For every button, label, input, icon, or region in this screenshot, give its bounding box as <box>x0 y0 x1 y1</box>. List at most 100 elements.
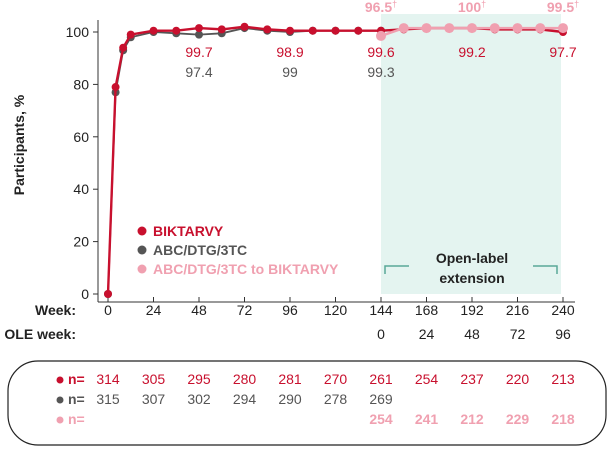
series-lines <box>104 22 568 298</box>
week-tick-label-48: 48 <box>191 302 207 318</box>
data-label-biktarvy-96: 98.9 <box>276 44 303 60</box>
data-label-biktarvy-48: 99.7 <box>185 44 212 60</box>
ole-week-axis-label: OLE week: <box>4 326 76 342</box>
week-tick-label-120: 120 <box>324 302 348 318</box>
ole-week-ticks: 0 24 48 72 96 <box>377 326 571 342</box>
week-tick-label-96: 96 <box>282 302 298 318</box>
legend-marker-switch <box>137 264 147 274</box>
legend-label-switch: ABC/DTG/3TC to BIKTARVY <box>153 261 339 277</box>
data-point-biktarvy-84 <box>263 25 272 34</box>
data-label-abc-144: 99.3 <box>367 64 394 80</box>
data-point-abc-48 <box>195 30 203 39</box>
data-point-switch-216 <box>512 23 523 34</box>
ole-label-2: extension <box>439 270 504 286</box>
week-tick-label-0: 0 <box>104 302 112 318</box>
data-point-biktarvy-72 <box>240 22 249 31</box>
n-row-marker-switch <box>56 416 64 424</box>
data-label-biktarvy-144: 99.6 <box>367 44 394 60</box>
data-point-biktarvy-4 <box>111 83 120 92</box>
week-tick-label-144: 144 <box>369 302 393 318</box>
n-cell-abc-96: 290 <box>278 391 302 407</box>
n-cell-biktarvy-48: 295 <box>187 371 211 387</box>
week-tick-label-72: 72 <box>237 302 253 318</box>
n-cell-switch-168: 241 <box>415 411 439 427</box>
legend: BIKTARVY ABC/DTG/3TC ABC/DTG/3TC to BIKTAR… <box>137 223 339 277</box>
data-point-switch-168 <box>421 23 432 34</box>
data-label-abc-96: 99 <box>282 64 298 80</box>
n-cell-biktarvy-192: 237 <box>460 371 484 387</box>
ole-bracket <box>384 265 558 274</box>
ole-week-tick-label-96: 96 <box>555 326 571 342</box>
week-ticks: 0 24 48 72 96 120 144 168 192 216 240 <box>104 297 575 318</box>
n-cell-switch-144: 254 <box>369 411 393 427</box>
data-point-switch-156 <box>398 23 409 34</box>
n-row-label-biktarvy: n= <box>68 371 85 387</box>
n-cell-abc-120: 278 <box>324 391 348 407</box>
series-switch <box>376 23 568 41</box>
data-point-biktarvy-36 <box>172 26 181 35</box>
week-axis-label: Week: <box>35 302 76 318</box>
n-cell-abc-144: 269 <box>369 391 393 407</box>
n-table-panel <box>7 360 607 446</box>
data-point-biktarvy-120 <box>331 26 340 35</box>
n-cell-biktarvy-0: 314 <box>96 371 120 387</box>
y-tick-label-100: 100 <box>66 24 90 40</box>
y-tick-label-20: 20 <box>73 234 89 250</box>
data-point-biktarvy-96 <box>286 26 294 35</box>
n-row-label-switch: n= <box>68 411 85 427</box>
y-tick-label-40: 40 <box>73 181 89 197</box>
week-tick-label-168: 168 <box>415 302 439 318</box>
y-tick-label-60: 60 <box>73 129 89 145</box>
data-label-switch-192: 100† <box>458 0 486 15</box>
data-point-biktarvy-0 <box>104 290 112 298</box>
data-label-biktarvy-192: 99.2 <box>458 44 485 60</box>
n-row-marker-biktarvy <box>56 376 64 384</box>
ole-week-tick-label-24: 24 <box>419 326 435 342</box>
week-tick-label-216: 216 <box>506 302 530 318</box>
n-cell-biktarvy-72: 280 <box>233 371 257 387</box>
week-tick-label-240: 240 <box>551 302 575 318</box>
n-cell-biktarvy-144: 261 <box>369 371 393 387</box>
legend-marker-abc <box>137 245 147 255</box>
data-point-biktarvy-48 <box>195 24 203 33</box>
n-row-marker-abc <box>56 396 64 404</box>
n-cell-abc-24: 307 <box>142 391 166 407</box>
ole-region <box>381 14 561 294</box>
n-cell-biktarvy-96: 281 <box>278 371 302 387</box>
y-tick-label-80: 80 <box>73 76 89 92</box>
y-ticks: 0 20 40 60 80 100 <box>66 24 98 302</box>
data-point-biktarvy-12 <box>126 30 135 39</box>
ole-bracket-right <box>533 265 558 274</box>
n-cell-biktarvy-240: 213 <box>551 371 575 387</box>
n-cell-biktarvy-216: 220 <box>506 371 530 387</box>
ole-label-1: Open-label <box>436 250 508 266</box>
data-point-switch-144 <box>376 30 386 41</box>
data-label-switch-240: 99.5† <box>547 0 579 15</box>
ole-week-tick-label-72: 72 <box>510 326 526 342</box>
legend-label-abc: ABC/DTG/3TC <box>153 242 247 258</box>
data-point-biktarvy-8 <box>119 43 128 52</box>
n-cell-biktarvy-120: 270 <box>324 371 348 387</box>
n-cell-switch-240: 218 <box>551 411 575 427</box>
n-cell-switch-192: 212 <box>460 411 484 427</box>
n-cell-abc-48: 302 <box>187 391 211 407</box>
data-point-biktarvy-24 <box>149 26 158 35</box>
data-point-switch-228 <box>535 23 546 34</box>
n-table: n= 314 305 295 280 281 270 261 254 237 220 213 n= 315… <box>56 371 575 427</box>
n-row-label-abc: n= <box>68 391 85 407</box>
n-cell-biktarvy-24: 305 <box>142 371 166 387</box>
ole-week-tick-label-48: 48 <box>464 326 480 342</box>
ole-bracket-left <box>384 265 409 274</box>
data-point-switch-204 <box>489 23 500 34</box>
week-tick-label-24: 24 <box>146 302 162 318</box>
data-label-switch-144: 96.5† <box>365 0 397 15</box>
n-cell-abc-72: 294 <box>233 391 257 407</box>
data-labels: 99.7 97.4 98.9 99 99.6 99.3 99.2 97.7 96.5† 100† 9… <box>185 0 579 80</box>
ole-week-tick-label-0: 0 <box>377 326 385 342</box>
data-point-switch-240 <box>558 23 568 34</box>
data-point-switch-180 <box>444 23 455 34</box>
y-axis-label: Participants, % <box>11 94 27 195</box>
n-cell-switch-216: 229 <box>506 411 530 427</box>
